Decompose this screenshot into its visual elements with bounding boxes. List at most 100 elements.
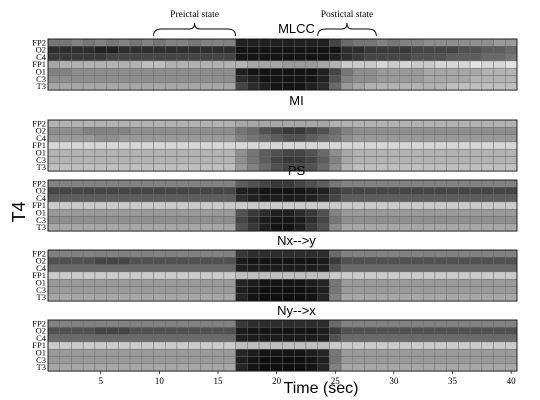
heatmap-cell xyxy=(294,356,307,365)
heatmap-cell xyxy=(141,156,154,165)
panel-border xyxy=(47,319,518,372)
heatmap-cell xyxy=(411,271,424,280)
heatmap-cell xyxy=(165,363,178,372)
heatmap-cell xyxy=(71,60,84,69)
heatmap-cell xyxy=(317,119,330,128)
heatmap-cell xyxy=(411,257,424,265)
heatmap-cell xyxy=(82,363,96,372)
heatmap-cell xyxy=(317,67,330,76)
heatmap-cell xyxy=(94,127,107,135)
heatmap-cell xyxy=(270,327,283,335)
heatmap-cell xyxy=(153,327,166,335)
heatmap-cell xyxy=(458,327,471,335)
heatmap-cell xyxy=(446,127,459,135)
heatmap-cell xyxy=(258,127,271,135)
heatmap-cell xyxy=(305,223,318,232)
heatmap-cell xyxy=(434,187,447,195)
heatmap-cell xyxy=(364,38,377,47)
heatmap-cell xyxy=(106,293,119,302)
heatmap-cell xyxy=(364,257,377,265)
heatmap-cell xyxy=(505,341,518,350)
heatmap-cell xyxy=(153,249,166,258)
heatmap-cell xyxy=(364,264,377,273)
heatmap-cell xyxy=(458,278,471,287)
heatmap-cell xyxy=(223,223,236,232)
x-tick-label: 25 xyxy=(331,376,341,386)
heatmap-cell xyxy=(387,319,400,328)
heatmap-cell xyxy=(82,187,96,195)
heatmap-cell xyxy=(469,334,483,343)
heatmap-cell xyxy=(165,156,178,165)
heatmap-cell xyxy=(411,67,424,76)
heatmap-cell xyxy=(364,179,377,188)
heatmap-cell xyxy=(188,194,201,203)
heatmap-cell xyxy=(469,194,483,203)
heatmap-cell xyxy=(153,119,166,128)
heatmap-cell xyxy=(387,67,400,76)
heatmap-cell xyxy=(458,194,471,203)
heatmap-cell xyxy=(317,363,330,372)
heatmap-cell xyxy=(305,319,318,328)
heatmap-cell xyxy=(493,208,506,217)
heatmap-cell xyxy=(481,257,494,265)
heatmap-cell xyxy=(387,223,400,232)
heatmap-cell xyxy=(422,216,436,225)
heatmap-cell xyxy=(223,141,236,150)
heatmap-cell xyxy=(352,223,365,232)
heatmap-cell xyxy=(411,127,424,135)
channel-label: O1 xyxy=(36,278,46,288)
heatmap-cell xyxy=(270,82,283,91)
heatmap-cell xyxy=(446,293,459,302)
heatmap-cell xyxy=(59,46,72,54)
heatmap-cell xyxy=(258,187,271,195)
heatmap-cell xyxy=(352,216,365,225)
heatmap-cell xyxy=(434,327,447,335)
heatmap-cell xyxy=(352,46,365,54)
heatmap-cell xyxy=(153,75,166,84)
heatmap-cell xyxy=(71,119,84,128)
heatmap-cell xyxy=(176,179,189,188)
heatmap-cell xyxy=(59,356,72,365)
heatmap-cell xyxy=(352,127,365,135)
heatmap-cell xyxy=(247,278,260,287)
heatmap-cell xyxy=(352,53,365,62)
heatmap-cell xyxy=(118,257,131,265)
heatmap-cell xyxy=(305,127,318,135)
heatmap-cell xyxy=(364,75,377,84)
heatmap-cell xyxy=(118,187,131,195)
heatmap-cell xyxy=(223,82,236,91)
heatmap-cell xyxy=(235,356,248,365)
heatmap-cell xyxy=(59,257,72,265)
heatmap-cell xyxy=(200,127,213,135)
heatmap-cell xyxy=(71,141,84,150)
heatmap-cell xyxy=(469,67,483,76)
heatmap-cell xyxy=(434,156,447,165)
heatmap-cell xyxy=(329,257,342,265)
heatmap-cell xyxy=(481,46,494,54)
heatmap-cell xyxy=(118,278,131,287)
heatmap-cell xyxy=(94,208,107,217)
heatmap-cell xyxy=(106,334,119,343)
heatmap-cell xyxy=(505,38,518,47)
heatmap-cell xyxy=(176,75,189,84)
heatmap-cell xyxy=(71,134,84,143)
heatmap-cell xyxy=(446,67,459,76)
heatmap-cell xyxy=(247,319,260,328)
heatmap-cell xyxy=(481,278,494,287)
heatmap-cell xyxy=(59,348,72,357)
heatmap-cell xyxy=(165,327,178,335)
heatmap-cell xyxy=(282,208,295,217)
heatmap-cell xyxy=(59,216,72,225)
heatmap-cell xyxy=(82,223,96,232)
heatmap-cell xyxy=(141,187,154,195)
heatmap-cell xyxy=(387,127,400,135)
heatmap-cell xyxy=(82,60,96,69)
heatmap-cell xyxy=(153,341,166,350)
heatmap-cell xyxy=(258,134,271,143)
heatmap-cell xyxy=(317,141,330,150)
heatmap-cell xyxy=(258,356,271,365)
heatmap-cell xyxy=(399,257,412,265)
heatmap-cell xyxy=(106,141,119,150)
heatmap-cell xyxy=(294,341,307,350)
